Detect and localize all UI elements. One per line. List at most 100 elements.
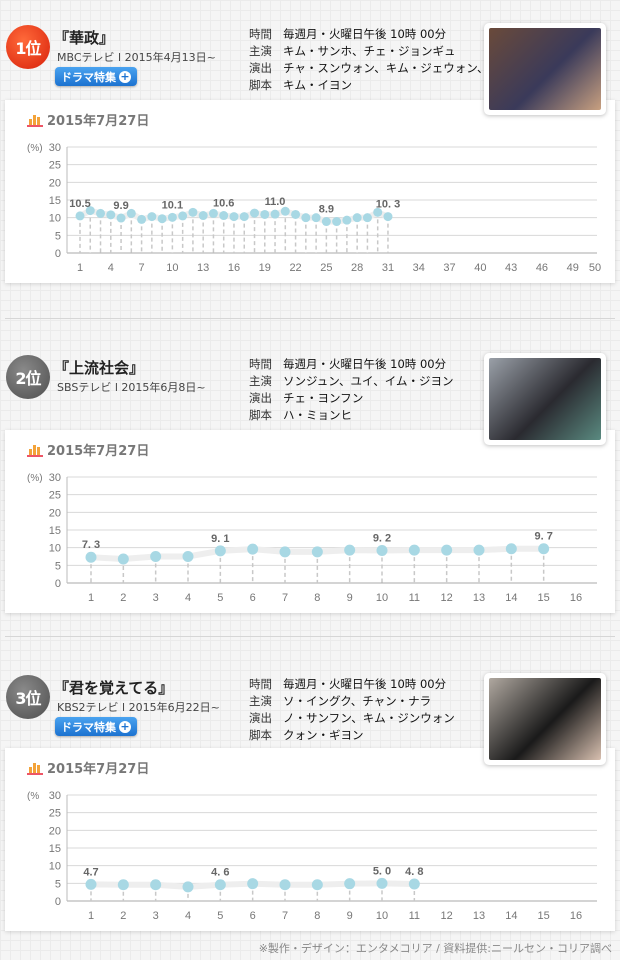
x-tick-label: 5 <box>217 592 223 604</box>
y-tick-label: 15 <box>49 525 61 537</box>
y-tick-label: 25 <box>49 160 61 172</box>
data-point <box>126 208 136 218</box>
x-tick-label: 1 <box>77 262 83 274</box>
button-label: ドラマ特集 <box>61 70 116 84</box>
x-tick-label: 15 <box>538 910 550 922</box>
x-tick-label: 11 <box>409 592 420 604</box>
rank-badge: 1位 <box>6 25 50 69</box>
data-point <box>198 211 208 221</box>
data-point <box>137 214 147 224</box>
data-label: 9. 7 <box>534 531 552 543</box>
data-point <box>342 215 352 225</box>
y-tick-label: 25 <box>49 490 61 502</box>
divider <box>5 318 615 319</box>
data-point <box>178 211 188 221</box>
data-point <box>311 213 321 223</box>
y-tick-label: 20 <box>49 507 61 519</box>
x-tick-label: 25 <box>320 262 332 274</box>
rank-badge: 2位 <box>6 355 50 399</box>
network-date: KBS2テレビ l 2015年6月22日~ <box>57 701 220 714</box>
x-tick-label: 10 <box>166 262 178 274</box>
drama-poster[interactable] <box>484 673 606 765</box>
info-value: チャ・スンウォン、キム・ジェウォン、イ・ヨニ <box>283 61 535 75</box>
y-tick-label: 15 <box>49 195 61 207</box>
info-value: ソンジュン、ユイ、イム・ジヨン <box>283 374 454 388</box>
info-label: 脚本 <box>249 728 272 742</box>
data-point <box>85 551 97 563</box>
x-tick-label: 4 <box>108 262 114 274</box>
x-tick-label: 14 <box>505 592 517 604</box>
data-point <box>85 206 95 216</box>
x-tick-label: 9 <box>347 592 353 604</box>
data-point <box>311 879 323 891</box>
x-tick-label: 3 <box>153 592 159 604</box>
x-tick-label: 34 <box>413 262 425 274</box>
info-label: 時間 <box>249 677 272 691</box>
x-tick-label: 1 <box>88 910 94 922</box>
x-tick-label: 49 <box>567 262 579 274</box>
y-axis-unit: (%) <box>27 473 43 484</box>
data-point <box>260 209 270 219</box>
y-tick-label: 5 <box>55 560 61 572</box>
data-point <box>376 877 388 889</box>
rating-chart-card-1: 2015年7月27日 0 5 10 15 20 25 30 (%) 1 4 7 10 13 16 19 22 2… <box>5 100 615 283</box>
data-point <box>182 551 194 562</box>
x-tick-label: 3 <box>153 910 159 922</box>
data-point <box>376 544 388 556</box>
poster-image <box>489 358 601 440</box>
network-date: SBSテレビ l 2015年6月8日~ <box>57 381 206 394</box>
x-tick-label: 6 <box>250 910 256 922</box>
y-tick-label: 15 <box>49 843 61 855</box>
data-point <box>344 544 356 556</box>
data-label: 4.7 <box>83 866 98 878</box>
y-axis-unit: (%) <box>27 143 43 154</box>
data-label: 9.9 <box>113 200 128 212</box>
data-point <box>96 208 106 218</box>
x-tick-label: 16 <box>570 910 582 922</box>
info-label: 主演 <box>249 374 272 388</box>
x-tick-label: 1 <box>88 592 94 604</box>
drama-info: 時間 毎週月・火曜日午後 10時 00分 主演 ソ・イングク、チャン・ナラ 演出 ノ・… <box>249 676 455 744</box>
info-value: キム・イヨン <box>283 78 352 92</box>
drama-title[interactable]: 『君を覚えてる』 <box>54 679 174 697</box>
drama-poster[interactable] <box>484 353 606 445</box>
info-value: キム・サンホ、チェ・ジョンギュ <box>283 44 456 58</box>
y-tick-label: 20 <box>49 825 61 837</box>
data-label: 8.9 <box>319 204 334 216</box>
x-tick-label: 31 <box>382 262 394 274</box>
x-tick-label: 8 <box>314 910 320 922</box>
rating-chart-card-3: 2015年7月27日 0 5 10 15 20 25 30 (% 1 2 3 4 5 6 7 8 9 10 11 12… <box>5 748 615 931</box>
info-value: ソ・イングク、チャン・ナラ <box>283 694 432 708</box>
x-tick-label: 14 <box>505 910 517 922</box>
data-point <box>344 878 356 890</box>
data-label: 4. 6 <box>211 867 229 879</box>
data-point <box>157 214 167 224</box>
drama-title[interactable]: 『華政』 <box>54 29 115 47</box>
info-value: ノ・サンフン、キム・ジンウォン <box>283 711 455 725</box>
info-label: 時間 <box>249 357 272 371</box>
info-label: 演出 <box>249 61 272 75</box>
y-tick-label: 5 <box>55 230 61 242</box>
rating-chart-card-2: 2015年7月27日 0 5 10 15 20 25 30 (%) 1 2 3 4 5 6 7 8 9 10 11 1… <box>5 430 615 613</box>
x-tick-label: 11 <box>409 910 420 922</box>
x-tick-label: 2 <box>120 592 126 604</box>
x-tick-label: 28 <box>351 262 363 274</box>
data-point <box>247 543 259 555</box>
data-point <box>116 213 126 223</box>
info-value: 毎週月・火曜日午後 10時 00分 <box>283 27 447 41</box>
drama-feature-button[interactable]: ドラマ特集 + <box>55 67 137 86</box>
data-point <box>219 211 229 221</box>
network-date: MBCテレビ l 2015年4月13日~ <box>57 51 216 64</box>
data-point <box>291 209 301 219</box>
data-point <box>117 553 129 565</box>
x-tick-label: 37 <box>443 262 455 274</box>
data-point <box>75 211 85 221</box>
drama-feature-button[interactable]: ドラマ特集 + <box>55 717 137 736</box>
drama-title[interactable]: 『上流社会』 <box>54 359 145 377</box>
data-label: 11.0 <box>265 196 286 208</box>
drama-poster[interactable] <box>484 23 606 115</box>
data-point <box>167 212 177 222</box>
chart-date: 2015年7月27日 <box>27 440 149 459</box>
y-tick-label: 10 <box>49 861 61 873</box>
